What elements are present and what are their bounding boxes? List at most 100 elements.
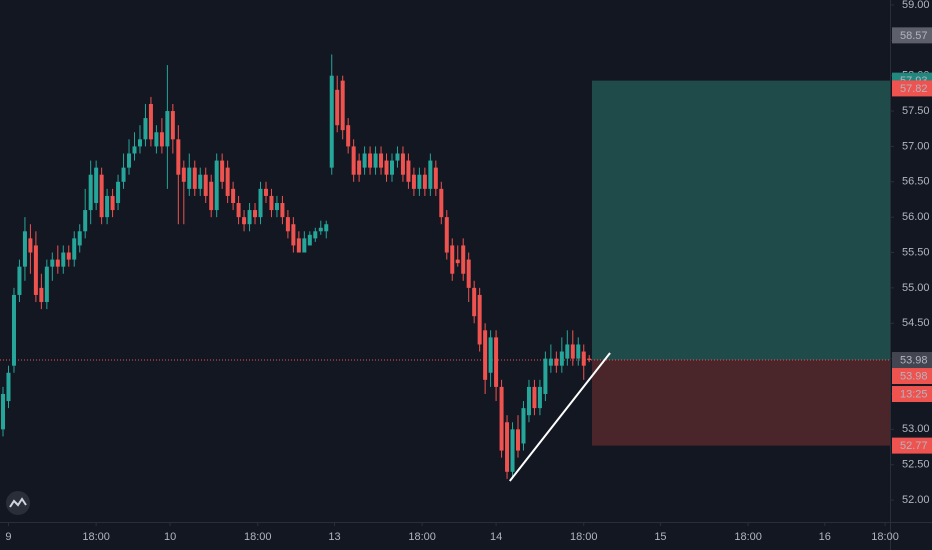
candle-body	[559, 351, 564, 366]
candle-body	[148, 103, 153, 140]
candle-body	[494, 337, 499, 387]
candle-body	[66, 252, 71, 260]
candle-body	[154, 132, 159, 147]
candle-body	[379, 153, 384, 168]
candle-body	[176, 139, 181, 175]
y-tick-label: 57.00	[902, 140, 930, 152]
candle-body	[411, 174, 416, 189]
candle-body	[165, 111, 170, 147]
price-label: 57.82	[900, 83, 928, 95]
x-tick-label: 18:00	[871, 531, 899, 543]
candle-body	[192, 167, 197, 189]
x-tick-label: 18:00	[734, 531, 762, 543]
candle-body	[274, 203, 279, 211]
candle-body	[170, 111, 175, 140]
price-label-box	[892, 352, 932, 369]
countdown-label-box	[892, 386, 932, 403]
y-tick-label: 52.00	[902, 494, 930, 506]
candle-body	[444, 217, 449, 253]
candle-body	[296, 238, 301, 253]
x-tick-label: 15	[654, 531, 666, 543]
price-label: 53.98	[900, 354, 928, 366]
candle-body	[99, 174, 104, 218]
candle-body	[50, 259, 55, 267]
candle-body	[537, 386, 542, 409]
candle-body	[39, 287, 44, 303]
price-label-box	[892, 80, 932, 97]
candle-body	[433, 167, 438, 189]
candle-body	[236, 203, 241, 218]
candle-body	[313, 231, 318, 239]
candle-body	[526, 386, 531, 416]
candle-body	[351, 146, 356, 175]
candle-body	[384, 160, 389, 175]
profit-zone	[591, 80, 890, 361]
candle-body	[110, 195, 115, 211]
candle-body	[516, 429, 521, 451]
candle-body	[461, 245, 466, 274]
candle-body	[132, 146, 137, 154]
candle-body	[181, 167, 186, 182]
x-tick-label: 18:00	[570, 531, 598, 543]
candle-body	[466, 259, 471, 288]
candle-body	[329, 75, 334, 168]
candle-body	[220, 160, 225, 182]
candle-body	[137, 139, 142, 147]
candle-body	[373, 153, 378, 168]
y-tick-label: 55.50	[902, 246, 930, 258]
price-label-box	[892, 437, 932, 454]
candle-body	[231, 188, 236, 203]
candle-body	[83, 210, 88, 232]
candle-body	[483, 330, 488, 380]
candle-body	[28, 238, 33, 253]
candle-body	[307, 234, 312, 246]
x-tick-label: 13	[328, 531, 340, 543]
candle-body	[417, 174, 422, 189]
candle-body	[127, 153, 132, 168]
loss-zone	[591, 360, 890, 446]
x-tick-label: 18:00	[244, 531, 272, 543]
candle-body	[587, 358, 592, 361]
logo-badge	[6, 491, 30, 515]
candle-body	[258, 188, 263, 218]
candle-body	[554, 358, 559, 366]
plot-area	[0, 54, 890, 482]
candle-body	[88, 174, 93, 211]
candle-body	[253, 210, 258, 218]
candle-body	[362, 153, 367, 168]
price-label: 52.77	[900, 440, 928, 452]
candle-body	[395, 153, 400, 161]
candle-body	[455, 259, 460, 264]
candle-body	[406, 160, 411, 182]
candle-body	[263, 188, 268, 196]
x-tick-label: 18:00	[82, 531, 110, 543]
candle-body	[389, 160, 394, 175]
candle-body	[143, 118, 148, 140]
candle-body	[357, 160, 362, 175]
candle-body	[203, 174, 208, 196]
candle-body	[209, 181, 214, 211]
candle-body	[505, 422, 510, 472]
y-tick-label: 55.00	[902, 282, 930, 294]
candle-body	[61, 252, 66, 267]
candle-body	[280, 203, 285, 218]
candle-body	[335, 89, 340, 126]
candle-body	[450, 245, 455, 274]
candle-body	[472, 287, 477, 317]
candle-body	[521, 408, 526, 444]
last-price-label-box	[892, 368, 932, 385]
y-tick-label: 56.50	[902, 176, 930, 188]
candle-body	[368, 153, 373, 168]
candle-body	[291, 224, 296, 246]
candle-body	[116, 181, 121, 203]
candle-body	[318, 227, 323, 232]
y-tick-label: 54.50	[902, 317, 930, 329]
candle-body	[324, 224, 329, 232]
y-tick-label: 57.50	[902, 105, 930, 117]
candle-body	[214, 160, 219, 211]
candle-body	[302, 238, 307, 253]
candle-body	[187, 167, 192, 189]
candle-body	[543, 358, 548, 394]
